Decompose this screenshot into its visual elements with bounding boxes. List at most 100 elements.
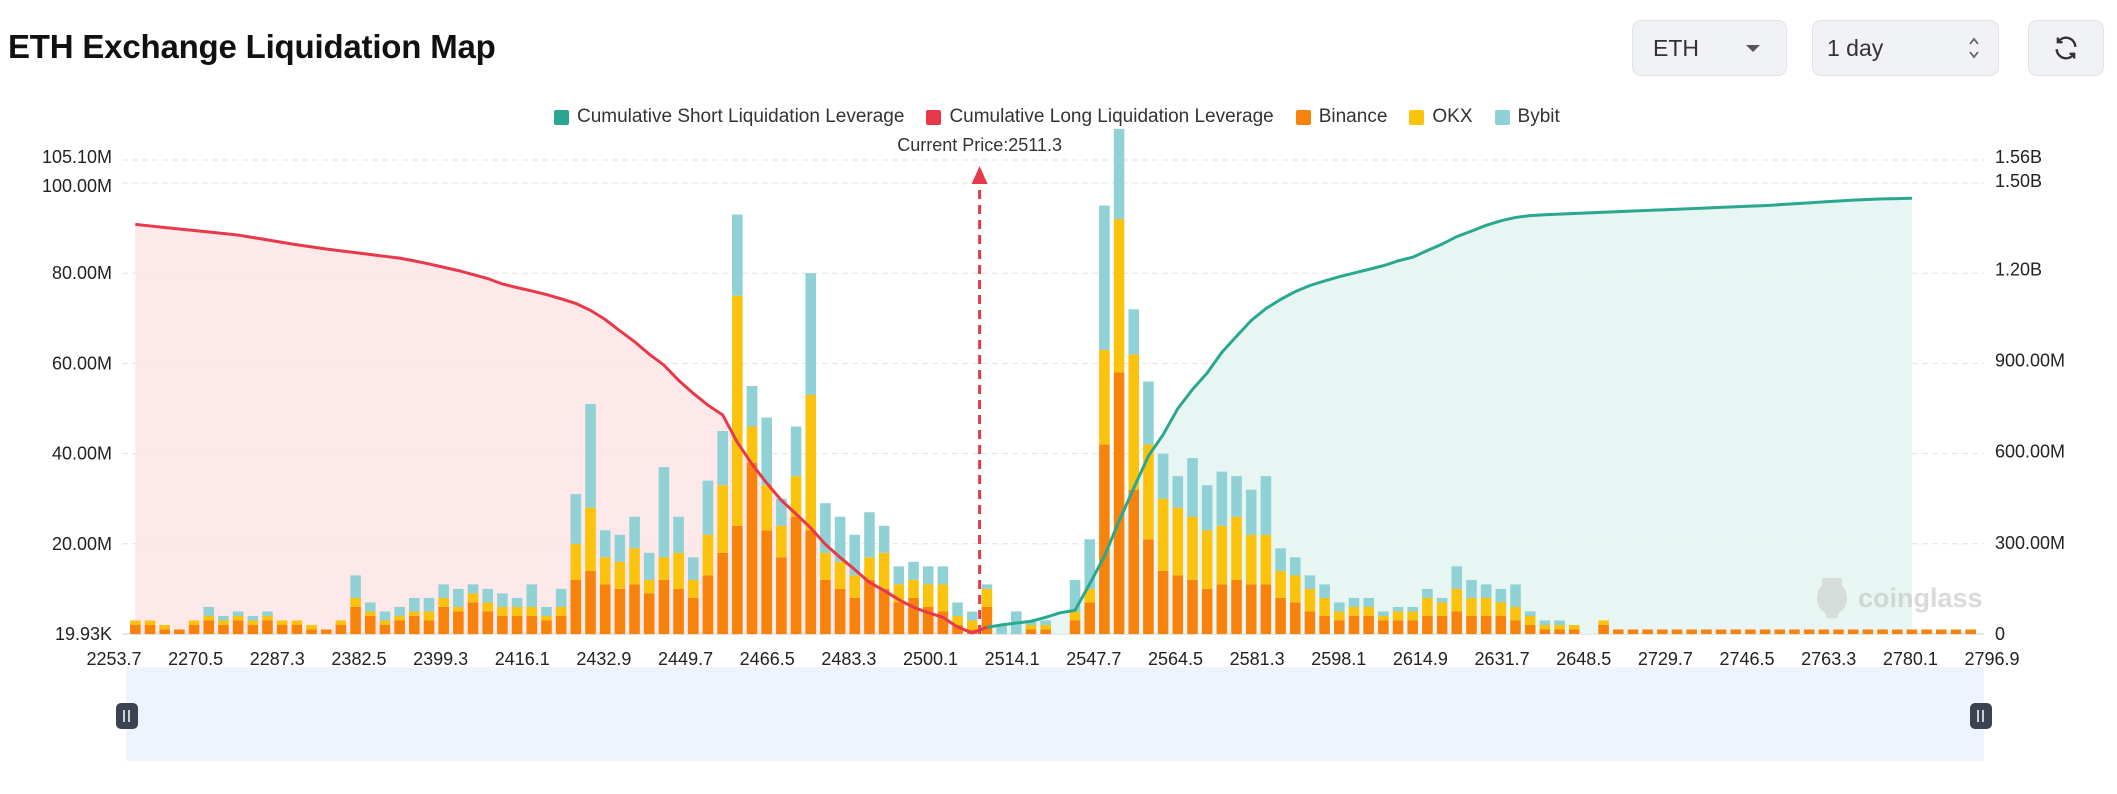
x-tick-label: 2780.1: [1883, 649, 1938, 669]
bar-binance: [790, 516, 802, 634]
bar-binance: [599, 584, 611, 634]
bar-okx: [746, 426, 758, 463]
bar-binance: [1554, 629, 1565, 634]
bar-binance: [981, 606, 993, 634]
current-price-arrow-icon: [971, 166, 988, 184]
symbol-select-value: ETH: [1653, 34, 1699, 61]
bar-binance: [1348, 615, 1360, 634]
bar-okx: [1128, 354, 1140, 490]
bar-bybit: [687, 557, 699, 580]
x-tick-label: 2399.3: [413, 649, 468, 669]
bar-bybit: [952, 602, 963, 616]
bar-okx: [614, 561, 626, 589]
bar-bybit: [1392, 606, 1404, 612]
bar-bybit: [834, 516, 846, 562]
bar-binance: [1363, 615, 1374, 634]
bar-bybit: [364, 602, 376, 612]
bar-okx: [878, 552, 890, 589]
bar-bybit: [981, 584, 993, 589]
bar-bybit: [1128, 309, 1140, 355]
bar-binance: [1759, 629, 1771, 634]
bar-okx: [1143, 444, 1154, 540]
bar-binance: [849, 597, 861, 634]
legend-swatch-bybit: [1494, 109, 1510, 125]
bar-binance: [1187, 579, 1198, 634]
range-slider[interactable]: [116, 667, 1992, 761]
x-tick-label: 2729.7: [1638, 649, 1693, 669]
period-select[interactable]: 1 day: [1812, 20, 1999, 76]
y-left-tick-label: 80.00M: [52, 263, 112, 283]
bar-binance: [761, 530, 772, 634]
legend-item-binance[interactable]: Binance: [1295, 106, 1387, 128]
bar-okx: [423, 611, 435, 621]
y-left-tick-label: 20.00M: [52, 534, 112, 554]
bar-binance: [1025, 629, 1037, 634]
bar-binance: [1392, 620, 1404, 634]
bar-okx: [981, 588, 993, 607]
bar-bybit: [394, 606, 405, 616]
bar-okx: [555, 606, 567, 616]
bar-bybit: [555, 588, 567, 607]
bar-okx: [952, 615, 963, 625]
refresh-button[interactable]: [2028, 20, 2104, 76]
bar-binance: [276, 624, 288, 634]
bar-bybit: [203, 606, 215, 616]
legend-item-bybit[interactable]: Bybit: [1494, 106, 1560, 128]
bar-okx: [1319, 597, 1330, 616]
bar-binance: [1495, 615, 1507, 634]
bar-okx: [1524, 615, 1536, 625]
bar-binance: [423, 620, 435, 634]
long-leverage-area: [135, 224, 987, 634]
bar-bybit: [570, 494, 582, 544]
chart-legend: Cumulative Short Liquidation Leverage Cu…: [554, 106, 1560, 128]
bar-okx: [966, 620, 978, 630]
bar-okx: [453, 606, 464, 612]
bar-okx: [732, 295, 743, 526]
period-select-value: 1 day: [1827, 34, 1884, 61]
bar-binance: [526, 615, 538, 634]
legend-label-bybit: Bybit: [1517, 106, 1560, 127]
bar-bybit: [966, 611, 978, 621]
bar-binance: [306, 629, 317, 634]
bar-okx: [908, 579, 919, 598]
legend-item-okx[interactable]: OKX: [1409, 106, 1473, 128]
bar-binance: [1715, 629, 1727, 634]
bar-binance: [585, 570, 596, 634]
bar-okx: [438, 597, 449, 607]
range-slider-handle-right[interactable]: [1970, 703, 1992, 729]
bar-okx: [144, 620, 156, 625]
bar-binance: [379, 624, 391, 634]
bar-okx: [849, 575, 861, 598]
bar-okx: [658, 557, 670, 580]
coinglass-logo-icon: [1817, 578, 1847, 618]
bar-okx: [1348, 606, 1360, 616]
range-slider-track[interactable]: [126, 667, 1984, 761]
bar-binance: [188, 624, 200, 634]
bar-okx: [1099, 349, 1110, 445]
bar-okx: [1231, 516, 1242, 580]
bar-bybit: [1480, 584, 1492, 598]
range-slider-handle-left[interactable]: [116, 703, 138, 729]
bar-okx: [379, 620, 391, 625]
x-tick-label: 2547.7: [1066, 649, 1121, 669]
bar-binance: [159, 629, 170, 634]
bar-bybit: [482, 588, 494, 603]
bar-okx: [1466, 597, 1477, 616]
symbol-select[interactable]: ETH: [1632, 20, 1787, 76]
bar-binance: [203, 620, 215, 634]
bar-bybit: [247, 615, 259, 621]
bar-binance: [1334, 620, 1345, 634]
legend-item-long[interactable]: Cumulative Long Liquidation Leverage: [926, 106, 1274, 128]
bar-bybit: [1334, 602, 1345, 612]
bar-bybit: [1466, 579, 1477, 598]
bar-okx: [409, 611, 420, 616]
x-tick-label: 2449.7: [658, 649, 713, 669]
bar-bybit: [1172, 476, 1184, 508]
bar-binance: [1936, 629, 1947, 634]
bar-binance: [1245, 584, 1257, 634]
y-right-tick-label: 1.20B: [1995, 259, 2042, 279]
page-title: ETH Exchange Liquidation Map: [8, 28, 496, 65]
legend-item-short[interactable]: Cumulative Short Liquidation Leverage: [554, 106, 904, 128]
bar-bybit: [761, 417, 772, 486]
bar-okx: [159, 624, 170, 630]
